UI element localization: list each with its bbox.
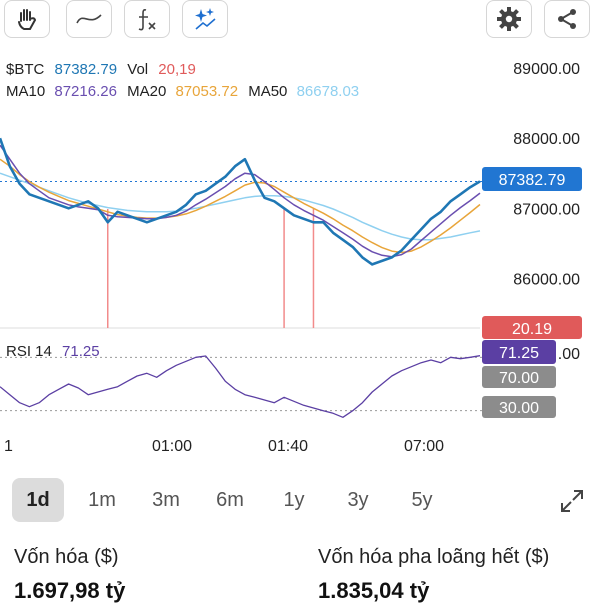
line-tool-button[interactable] [66, 0, 112, 38]
x-tick-label: 07:00 [404, 438, 444, 455]
x-tick-label: 1 [4, 438, 13, 455]
function-button[interactable] [124, 0, 170, 38]
vol-badge: 20.19 [482, 316, 582, 339]
rsi-legend: RSI 14 71.25 [6, 343, 100, 360]
symbol-label: $BTC [6, 61, 45, 78]
fdv-label: Vốn hóa pha loãng hết ($) [318, 546, 550, 568]
partial-axis-label: .00 [558, 346, 580, 363]
market-cap-value: 1.697,98 tỷ [14, 578, 126, 603]
share-icon [558, 9, 576, 29]
price-series-line [0, 137, 481, 266]
x-tick-label: 01:40 [268, 438, 308, 455]
hand-icon [18, 9, 37, 30]
y-axis: 89000.00 88000.00 87000.00 86000.00 [513, 61, 580, 288]
vol-label: Vol [127, 61, 148, 78]
tab-1m[interactable]: 1m [88, 489, 116, 511]
ma50-label: MA50 [248, 83, 287, 100]
rsi-badge-text: 71.25 [499, 345, 539, 362]
y-tick-label: 88000.00 [513, 131, 580, 148]
vol-badge-text: 20.19 [512, 321, 552, 338]
price-badge: 87382.79 [482, 167, 582, 191]
line-tool-icon [76, 14, 102, 24]
rsi-70-badge-text: 70.00 [499, 370, 539, 387]
rsi-30-badge-text: 30.00 [499, 400, 539, 417]
rsi-30-badge: 30.00 [482, 396, 556, 418]
y-tick-label: 86000.00 [513, 271, 580, 288]
tab-1d[interactable]: 1d [12, 478, 64, 522]
ai-indicator-button[interactable] [182, 0, 228, 38]
sparkle-icon [195, 8, 216, 30]
fdv-value: 1.835,04 tỷ [318, 578, 430, 603]
rsi-70-badge: 70.00 [482, 366, 556, 388]
gear-icon [497, 7, 521, 31]
ma10-value: 87216.26 [54, 83, 117, 100]
settings-button[interactable] [486, 0, 532, 38]
price-chart[interactable]: 89000.00 88000.00 87000.00 86000.00 1 01:00 0… [0, 44, 600, 464]
market-cap-label: Vốn hóa ($) [14, 546, 119, 568]
ma10-label: MA10 [6, 83, 45, 100]
function-icon [138, 9, 156, 31]
x-tick-label: 01:00 [152, 438, 192, 455]
price-badge-text: 87382.79 [499, 172, 566, 189]
rsi-series-line [0, 355, 481, 418]
tab-3m[interactable]: 3m [152, 489, 180, 511]
tab-1y[interactable]: 1y [283, 489, 305, 511]
chart-toolbar [0, 0, 600, 44]
vol-value: 20,19 [158, 61, 196, 78]
tab-5y[interactable]: 5y [411, 489, 433, 511]
ma20-value: 87053.72 [175, 83, 238, 100]
period-tabs: 1d 1m 3m 6m 1y 3y 5y [12, 478, 588, 524]
rsi-badge: .00 71.25 [482, 340, 580, 364]
ma50-value: 86678.03 [297, 83, 360, 100]
chart-grid [0, 180, 482, 412]
tab-6m[interactable]: 6m [216, 489, 244, 511]
share-button[interactable] [544, 0, 590, 38]
y-tick-label: 87000.00 [513, 201, 580, 218]
ma10-series-line [0, 144, 481, 258]
ma20-label: MA20 [127, 83, 166, 100]
rsi-label: RSI 14 [6, 343, 52, 360]
volume-bars [107, 209, 315, 328]
price-value: 87382.79 [55, 61, 118, 78]
legend-row-1: $BTC 87382.79 Vol 20,19 [6, 61, 196, 78]
hand-tool-button[interactable] [4, 0, 50, 38]
x-axis: 1 01:00 01:40 07:00 [4, 438, 444, 455]
tab-3y[interactable]: 3y [347, 489, 369, 511]
expand-icon[interactable] [558, 487, 586, 515]
rsi-value: 71.25 [62, 343, 100, 360]
ma50-series-line [0, 172, 481, 241]
legend-row-2: MA10 87216.26 MA20 87053.72 MA50 86678.0… [6, 83, 359, 100]
y-tick-label: 89000.00 [513, 61, 580, 78]
